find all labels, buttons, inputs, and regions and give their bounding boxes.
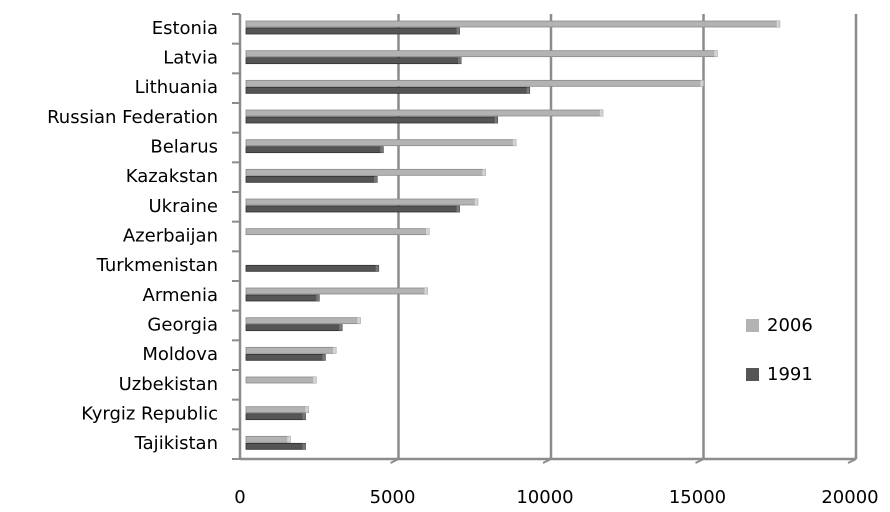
bar-end — [380, 146, 384, 153]
bar-end — [494, 117, 498, 123]
bar-end — [458, 57, 462, 64]
bar-end — [305, 406, 309, 413]
legend-swatch-2006 — [746, 319, 759, 332]
x-tick-label: 15000 — [669, 487, 726, 508]
category-label: Kazakstan — [126, 166, 218, 187]
legend-label-2006: 2006 — [767, 315, 813, 336]
bar-end — [316, 295, 320, 301]
x-tick-label: 10000 — [516, 487, 573, 508]
bar-end — [322, 354, 326, 361]
bar-2006-azerbaijan — [245, 228, 430, 236]
category-label: Ukraine — [148, 196, 218, 217]
category-label: Turkmenistan — [96, 255, 218, 276]
category-label: Latvia — [163, 48, 218, 69]
category-label: Kyrgiz Republic — [81, 404, 218, 425]
bar-1991-armenia — [245, 294, 320, 302]
x-tick-labels: 0 5000 10000 15000 20000 — [234, 487, 878, 508]
bar-end — [512, 139, 516, 146]
x-tick-label: 20000 — [821, 487, 878, 508]
bar-2006-ukraine — [245, 198, 479, 206]
legend-swatch-1991 — [746, 368, 759, 381]
bar-1991-latvia — [245, 57, 462, 65]
bar-2006-moldova — [245, 346, 337, 354]
bar-end — [599, 110, 603, 116]
bar-end — [332, 347, 336, 354]
bar-2006-latvia — [245, 50, 718, 58]
bar-2006-uzbekistan — [245, 376, 317, 384]
category-label: Georgia — [147, 315, 218, 336]
bar-end — [482, 169, 486, 176]
bar-1991-estonia — [245, 27, 460, 35]
bar-1991-georgia — [245, 324, 343, 332]
category-label: Estonia — [152, 18, 218, 39]
category-label: Tajikistan — [134, 433, 218, 454]
category-label: Azerbaijan — [123, 226, 218, 247]
bar-2006-georgia — [245, 317, 361, 325]
category-label: Lithuania — [135, 77, 218, 98]
category-label: Russian Federation — [47, 107, 218, 128]
x-tick-label: 5000 — [370, 487, 416, 508]
bar-1991-moldova — [245, 353, 326, 361]
bar-end — [374, 176, 378, 183]
bar-2006-estonia — [245, 20, 781, 28]
category-label: Armenia — [143, 285, 218, 306]
category-label: Belarus — [150, 137, 218, 158]
category-label: Uzbekistan — [119, 374, 218, 395]
bars — [245, 20, 781, 450]
bar-end — [474, 199, 478, 205]
bar-1991-ukraine — [245, 205, 460, 213]
bar-2006-belarus — [245, 139, 517, 147]
bar-2006-kazakstan — [245, 168, 486, 176]
bar-2006-armenia — [245, 287, 428, 295]
bar-end — [426, 228, 429, 235]
bar-2006-kyrgiz-republic — [245, 406, 309, 414]
bar-end — [776, 21, 780, 27]
x-tick-label: 0 — [234, 487, 245, 508]
bar-1991-kyrgiz-republic — [245, 413, 306, 421]
bar-end — [302, 443, 306, 450]
bar-1991-tajikistan — [245, 442, 306, 450]
bar-end — [287, 436, 291, 443]
bar-2006-russian-federation — [245, 109, 604, 117]
category-labels: Estonia Latvia Lithuania Russian Federation… — [47, 18, 218, 454]
bar-end — [456, 206, 460, 212]
bar-end — [357, 317, 361, 324]
bar-1991-russian-federation — [245, 116, 499, 124]
bar-end — [456, 28, 460, 34]
bar-1991-belarus — [245, 146, 384, 154]
bar-end — [339, 324, 343, 331]
legend: 2006 1991 — [746, 315, 813, 385]
bar-1991-kazakstan — [245, 175, 378, 183]
legend-label-1991: 1991 — [767, 364, 813, 385]
bar-end — [313, 377, 317, 383]
bar-1991-lithuania — [245, 86, 531, 94]
bar-end — [700, 80, 704, 87]
bar-end — [302, 413, 306, 420]
bar-2006-tajikistan — [245, 435, 291, 443]
bar-end — [375, 265, 379, 272]
bar-end — [526, 87, 530, 94]
bar-2006-lithuania — [245, 79, 704, 87]
category-label: Moldova — [142, 344, 218, 365]
axes — [232, 13, 856, 461]
bar-1991-turkmenistan — [245, 264, 380, 272]
bar-end — [714, 50, 718, 57]
bar-end — [424, 288, 428, 294]
